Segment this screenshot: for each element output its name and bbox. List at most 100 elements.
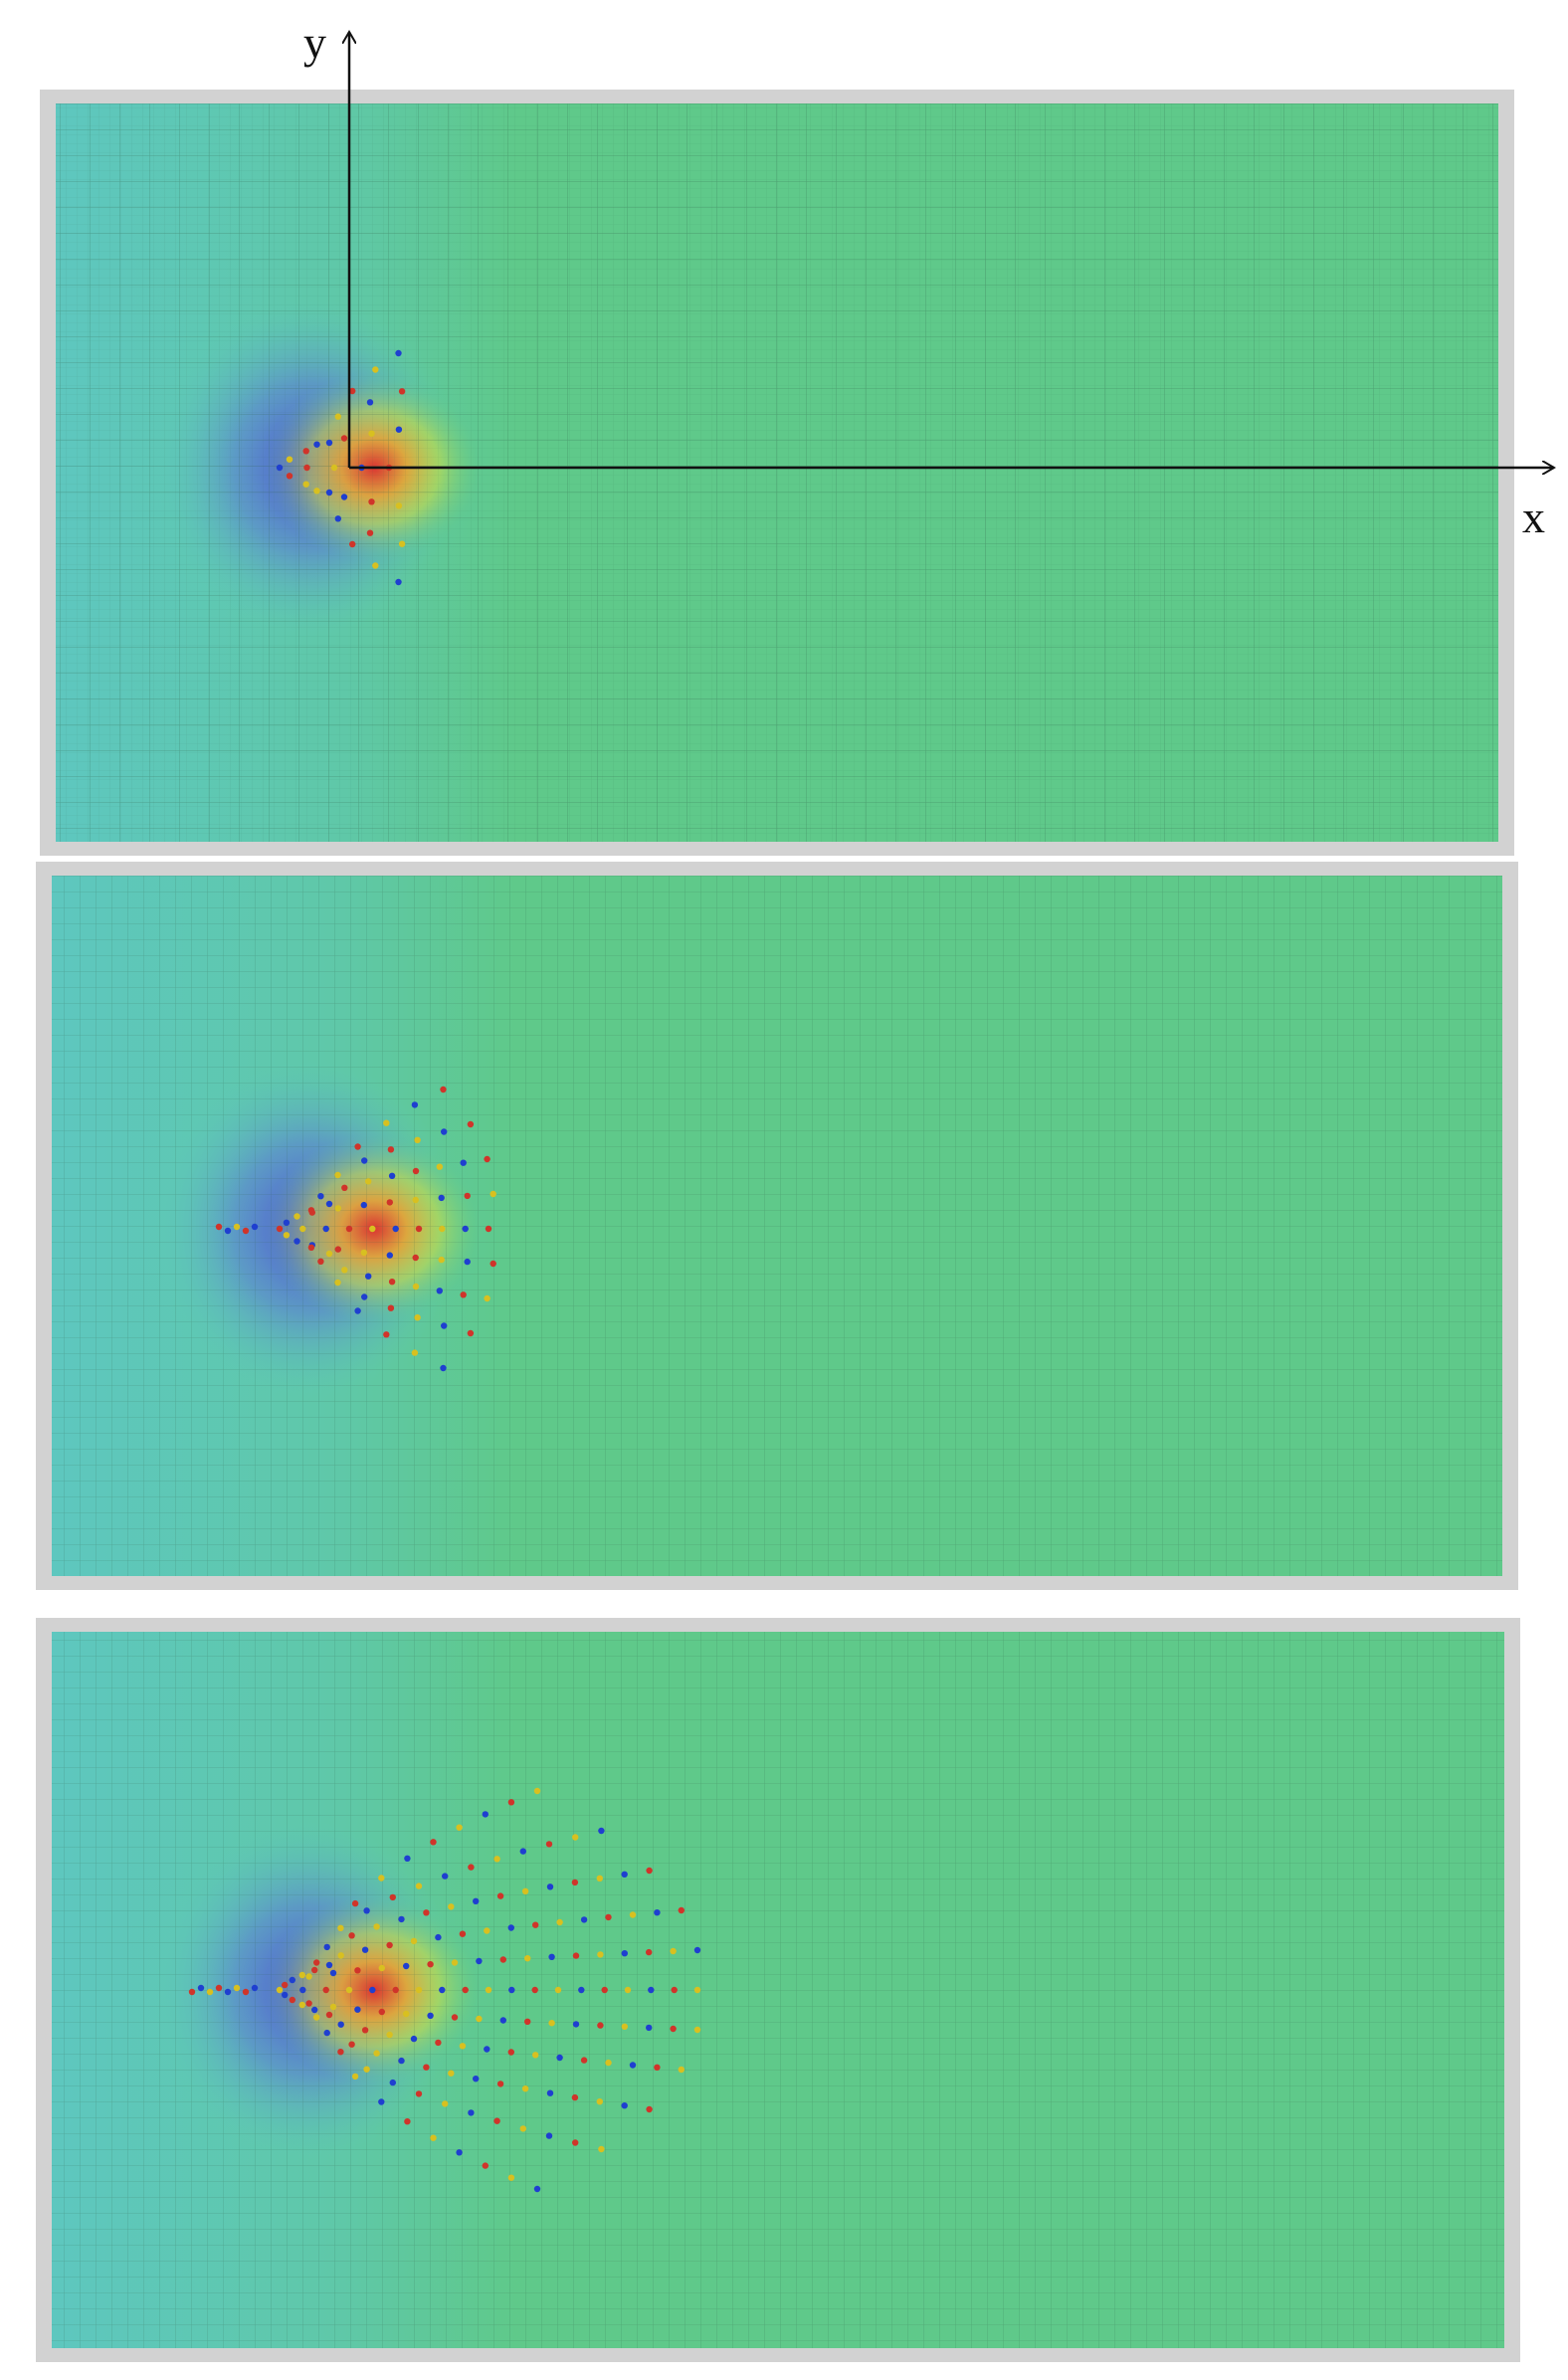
particle-dot — [524, 1955, 531, 1962]
particle-dot — [468, 2109, 475, 2116]
particle-dot — [448, 2070, 455, 2077]
trail-dot — [242, 1988, 250, 1996]
particle-dot — [361, 1157, 368, 1164]
particle-dot — [325, 1961, 333, 1969]
particle-dot — [334, 1205, 341, 1212]
particle-dot — [476, 1957, 483, 1965]
particle-dot — [670, 2025, 677, 2033]
particle-dot — [482, 1811, 489, 1818]
particle-dot — [621, 1871, 628, 1879]
particle-dot — [354, 1967, 361, 1974]
particle-dot — [508, 1986, 515, 1994]
particle-dot — [404, 1855, 411, 1863]
particle-dot — [334, 1279, 341, 1287]
particle-dot — [313, 2014, 320, 2021]
particle-dot — [387, 1146, 395, 1153]
particle-dot — [598, 2145, 605, 2153]
particle-dot — [572, 1952, 580, 1959]
particle-dot — [597, 1951, 604, 1958]
particle-dot — [345, 1225, 353, 1233]
particle-dot — [597, 2022, 604, 2029]
particle-dot — [354, 1307, 361, 1314]
particle-dot — [372, 562, 379, 569]
trail-dot — [215, 1984, 223, 1992]
particle-dot — [621, 2102, 628, 2109]
trail-dot — [233, 1984, 241, 1992]
particle-dot — [578, 1986, 585, 1994]
particle-dot — [308, 1209, 315, 1216]
y-axis-label: y — [303, 17, 326, 68]
particle-dot — [404, 2118, 411, 2125]
particle-dot — [507, 1924, 514, 1931]
particle-dot — [386, 1252, 393, 1259]
particle-dot — [341, 1267, 348, 1274]
particle-dot — [340, 435, 348, 442]
particle-dot — [313, 488, 320, 495]
particle-dot — [415, 2090, 423, 2097]
particle-dot — [464, 1192, 471, 1200]
particle-dot — [545, 1841, 553, 1848]
particle-dot — [507, 2174, 515, 2181]
particle-dot — [415, 1883, 423, 1889]
particle-dot — [365, 1178, 372, 1185]
panel-stage-3 — [36, 1618, 1520, 2362]
particle-dot — [440, 1364, 447, 1372]
trail-dot — [215, 1223, 223, 1231]
particle-dot — [334, 1246, 341, 1253]
particle-dot — [305, 1973, 312, 1980]
particle-dot — [386, 1199, 393, 1206]
particle-dot — [493, 2117, 500, 2124]
particle-dot — [412, 1254, 419, 1262]
particle-dot — [360, 1201, 367, 1209]
particle-dot — [311, 1966, 318, 1974]
particle-dot — [451, 2014, 459, 2021]
particle-dot — [349, 540, 356, 548]
particle-dot — [276, 1986, 284, 1994]
particle-dot — [412, 1283, 420, 1290]
particle-dot — [329, 1969, 337, 1977]
particle-dot — [415, 1225, 423, 1233]
particle-dot — [348, 1932, 355, 1939]
trail-dot — [224, 1988, 232, 1996]
particle-dot — [392, 1225, 399, 1233]
particle-dot — [624, 1986, 632, 1994]
particle-dot — [490, 1190, 496, 1198]
particle-dot — [317, 1193, 324, 1200]
particle-dot — [473, 1897, 480, 1905]
particle-dot — [438, 1194, 445, 1202]
particle-dot — [395, 426, 403, 433]
particle-dot — [484, 1294, 490, 1302]
particle-dot — [435, 2039, 442, 2047]
particle-dot — [423, 2064, 430, 2071]
particle-fan — [188, 1787, 701, 2193]
particle-dot — [415, 1986, 423, 1994]
particle-dot — [621, 2023, 628, 2031]
particle-dot — [361, 1293, 368, 1300]
coordinate-axes: y x — [303, 17, 1554, 542]
particle-dot — [337, 1952, 344, 1959]
particle-dot — [354, 1143, 361, 1150]
particle-dot — [348, 2041, 355, 2048]
particle-dot — [398, 388, 406, 395]
particle-dot — [392, 1986, 399, 1994]
particle-dot — [299, 1225, 306, 1233]
particle-dot — [524, 2018, 531, 2026]
particle-dot — [317, 1258, 324, 1266]
particle-dot — [646, 2105, 653, 2113]
particle-dot — [368, 430, 375, 437]
particle-dot — [345, 1986, 353, 1994]
particle-dot — [436, 1288, 443, 1294]
particle-dot — [442, 1873, 449, 1880]
particle-dot — [451, 1959, 459, 1966]
particle-dot — [556, 2054, 563, 2062]
particle-dot — [351, 1899, 359, 1907]
trail-dot — [251, 1984, 259, 1992]
particle-dot — [337, 2049, 344, 2056]
particle-dot — [302, 448, 309, 455]
particle-dot — [398, 540, 406, 547]
trail-dot — [197, 1984, 205, 1992]
particle-dot — [441, 1128, 448, 1135]
particle-dot — [366, 529, 374, 536]
particle-dot — [621, 1950, 628, 1957]
particle-dot — [289, 1996, 295, 2004]
